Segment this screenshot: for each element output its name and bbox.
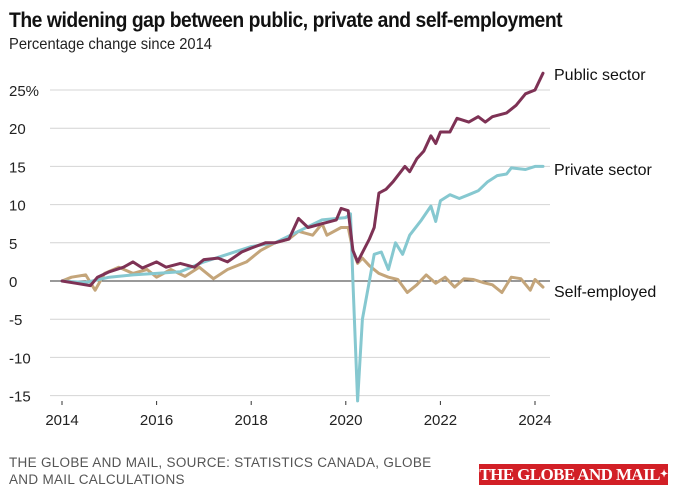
source-note: THE GLOBE AND MAIL, SOURCE: STATISTICS C…: [9, 455, 432, 487]
x-tick-label: 2014: [45, 412, 78, 429]
y-tick-label: -15: [9, 389, 31, 406]
maple-leaf-icon: ✦: [659, 469, 668, 480]
y-tick-label: -5: [9, 312, 22, 329]
series-label: Public sector: [554, 67, 646, 84]
y-tick-label: 25%: [9, 83, 39, 100]
x-tick-label: 2022: [424, 412, 457, 429]
x-tick-label: 2016: [140, 412, 173, 429]
series-label: Self-employed: [554, 284, 656, 301]
y-tick-label: 10: [9, 198, 26, 215]
series-line-public-sector: [60, 71, 545, 288]
chart-subtitle: Percentage change since 2014: [9, 36, 212, 53]
y-tick-label: 0: [9, 274, 17, 291]
y-tick-label: 5: [9, 236, 17, 253]
logo-text: THE GLOBE AND MAIL: [479, 465, 660, 484]
globe-and-mail-logo: THE GLOBE AND MAIL✦: [479, 464, 668, 485]
y-tick-label: 20: [9, 121, 26, 138]
x-tick-label: 2018: [235, 412, 268, 429]
series-line-private-sector: [60, 164, 545, 403]
series-line-self-employed: [60, 222, 545, 294]
series-label: Private sector: [554, 162, 652, 179]
y-tick-label: -10: [9, 350, 31, 367]
x-tick-label: 2020: [329, 412, 362, 429]
chart-title: The widening gap between public, private…: [9, 9, 563, 32]
y-tick-label: 15: [9, 159, 26, 176]
x-tick-label: 2024: [518, 412, 551, 429]
